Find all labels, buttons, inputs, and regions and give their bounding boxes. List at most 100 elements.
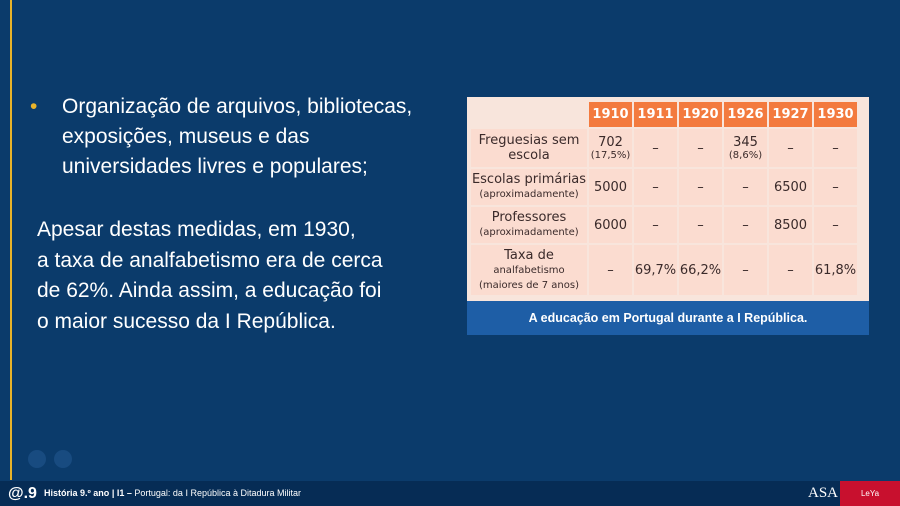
table-cell: 66,2% — [679, 245, 722, 295]
cell-text: – — [697, 217, 704, 233]
table-row: Professores (aproximadamente) 6000 – – – 8500 – — [471, 207, 857, 243]
cell-text: – — [697, 179, 704, 195]
table-row: Freguesias sem escola 702 (17,5%) – –345 (8,6%… — [471, 129, 857, 167]
table-cell: 6500 — [769, 169, 812, 205]
cell-text: 66,2% — [679, 262, 722, 278]
row-label-line: Freguesias sem — [478, 133, 580, 148]
row-label-line: Professores — [491, 210, 567, 225]
cell-text: – — [742, 217, 749, 233]
row-label-line: (aproximadamente) — [479, 189, 579, 200]
table-figure: 1910 1911 1920 1926 1927 1930 Freguesias sem es… — [467, 97, 869, 335]
year-header: 1926 — [724, 102, 767, 127]
bullet-line: exposições, museus e das — [62, 125, 310, 148]
year-header: 1927 — [769, 102, 812, 127]
logo: @.9 — [8, 485, 37, 502]
cell-text: – — [832, 140, 839, 156]
table-cell: 6000 — [589, 207, 632, 243]
year-header: 1911 — [634, 102, 677, 127]
paragraph-line: o maior sucesso da I República. — [37, 309, 336, 333]
cell-text: 8500 — [773, 217, 808, 233]
footer: @.9 História 9.º ano | I1 – Portugal: da… — [0, 481, 900, 506]
course: História 9.º ano — [44, 488, 110, 498]
table-cell: – — [634, 129, 677, 167]
topic: Portugal: da I República à Ditadura Mili… — [134, 488, 301, 498]
cell-text: 345 — [733, 135, 758, 150]
bullet-line: Organização de arquivos, bibliotecas, — [62, 95, 413, 118]
paragraph-line: a taxa de analfabetismo era de cerca — [37, 248, 383, 272]
cell-text: 69,7% — [634, 262, 677, 278]
cell-text: – — [787, 140, 794, 156]
row-label-line: Taxa de — [504, 247, 554, 263]
table-cell: – — [634, 169, 677, 205]
row-label-line: analfabetismo — [493, 264, 565, 276]
table-cell: 345 (8,6%) — [724, 129, 767, 167]
table-cell: – — [724, 245, 767, 295]
table-cell: – — [679, 169, 722, 205]
year-header: 1920 — [679, 102, 722, 127]
table-row: Escolas primárias (aproximadamente) 5000 – –… — [471, 169, 857, 205]
row-label-line: (aproximadamente) — [479, 227, 579, 238]
row-label: Freguesias sem escola — [471, 129, 587, 167]
paragraph-line: de 62%. Ainda assim, a educação foi — [37, 279, 382, 302]
table-cell: – — [814, 129, 857, 167]
cell-text: (17,5%) — [590, 150, 631, 161]
row-label-line: (maiores de 7 anos) — [478, 279, 579, 291]
row-label-line: Escolas primárias — [471, 172, 587, 187]
table-cell: – — [679, 207, 722, 243]
cell-text: 6000 — [593, 217, 628, 233]
table-cell: – — [724, 207, 767, 243]
table: 1910 1911 1920 1926 1927 1930 Freguesias sem es… — [469, 100, 859, 297]
cell-text: – — [832, 179, 839, 195]
audio-button[interactable] — [28, 450, 46, 468]
blank-header — [471, 102, 587, 127]
unit: I1 – — [116, 488, 132, 498]
year-header: 1910 — [589, 102, 632, 127]
cell-text: – — [652, 179, 659, 195]
table-cell: – — [724, 169, 767, 205]
table-cell: – — [769, 245, 812, 295]
row-label: Taxa de analfabetismo (maiores de 7 anos) — [471, 245, 587, 295]
table-cell: – — [769, 129, 812, 167]
table-cell: 5000 — [589, 169, 632, 205]
accent-line — [10, 0, 12, 480]
table-cell: – — [589, 245, 632, 295]
table-row: Taxa de analfabetismo (maiores de 7 anos) –… — [471, 245, 857, 295]
bullet-line: universidades livres e populares; — [62, 155, 368, 178]
bullet-marker: • — [30, 95, 38, 118]
table-cell: 8500 — [769, 207, 812, 243]
cell-text: – — [652, 140, 659, 156]
row-label: Escolas primárias (aproximadamente) — [471, 169, 587, 205]
publisher-logo: ASA — [808, 485, 839, 501]
table-cell: – — [814, 207, 857, 243]
brand-logo: LeYa EDUCAÇÃO — [840, 481, 900, 506]
cell-text: – — [742, 179, 749, 195]
row-label-line: escola — [508, 148, 550, 163]
cell-text: – — [832, 217, 839, 233]
table-cell: – — [814, 169, 857, 205]
paragraph-line: Apesar destas medidas, em 1930, — [37, 218, 356, 241]
table-cell: – — [679, 129, 722, 167]
bullet-text: Organização de arquivos, bibliotecas, exp… — [62, 92, 412, 182]
table-cell: 69,7% — [634, 245, 677, 295]
cell-text: 5000 — [593, 179, 628, 195]
cell-text: – — [607, 262, 614, 278]
table-cell: 61,8% — [814, 245, 857, 295]
table-caption: A educação em Portugal durante a I Repúb… — [467, 301, 869, 335]
paragraph: Apesar destas medidas, em 1930, a taxa de… — [37, 215, 383, 337]
cell-text: – — [697, 140, 704, 156]
separator: | — [111, 488, 115, 498]
table-cell: 702 (17,5%) — [589, 129, 632, 167]
row-label: Professores (aproximadamente) — [471, 207, 587, 243]
cell-text: – — [652, 217, 659, 233]
audio-button[interactable] — [54, 450, 72, 468]
cell-text: – — [742, 262, 749, 278]
cell-text: – — [787, 262, 794, 278]
table-cell: – — [634, 207, 677, 243]
footer-text: História 9.º ano | I1 – Portugal: da I R… — [44, 481, 301, 506]
year-header: 1930 — [814, 102, 857, 127]
cell-text: 6500 — [773, 179, 808, 195]
cell-text: (8,6%) — [728, 150, 763, 161]
cell-text: 61,8% — [814, 262, 857, 278]
cell-text: 702 — [598, 135, 623, 150]
